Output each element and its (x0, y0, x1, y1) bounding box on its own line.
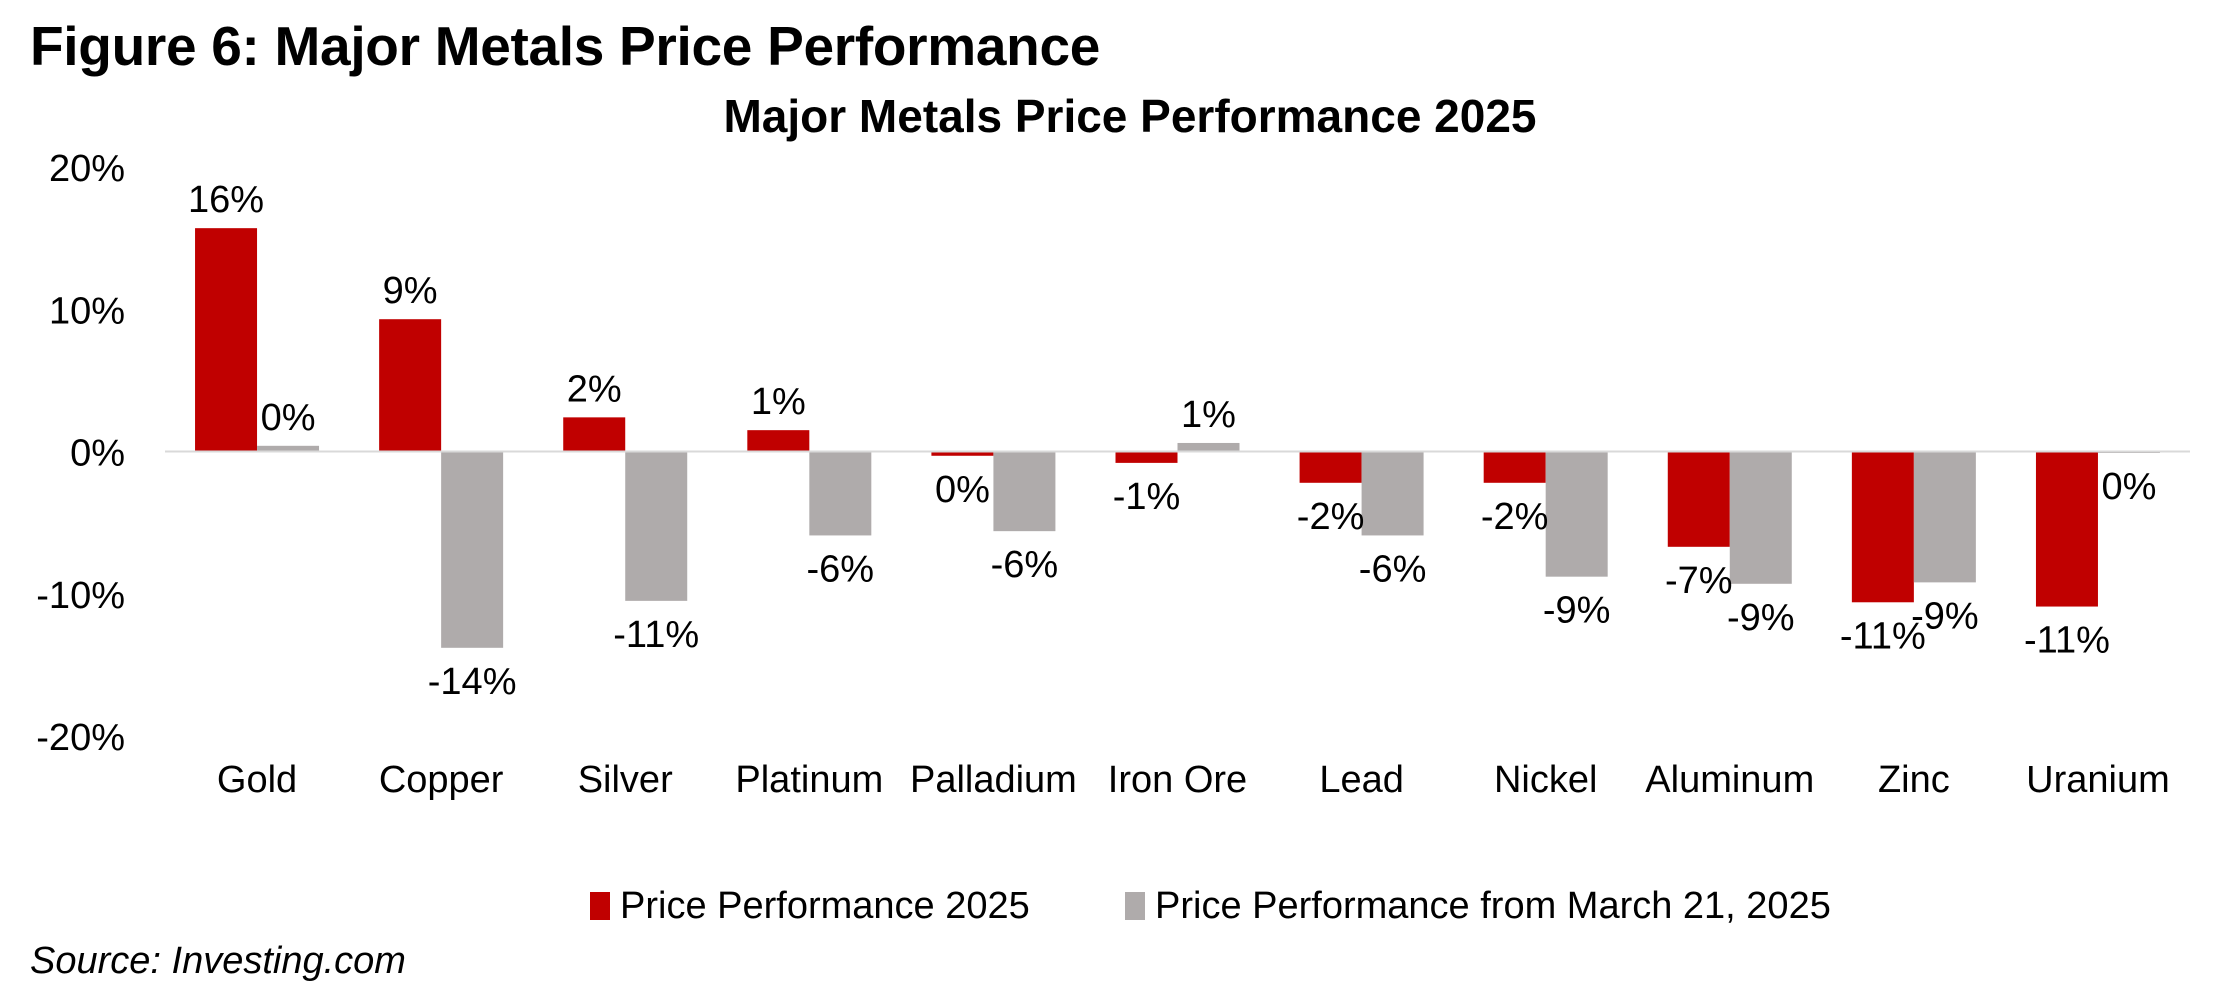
data-label: -11% (1840, 615, 1926, 657)
data-label: 0% (2101, 466, 2156, 508)
bar-platinum-series-1 (747, 430, 810, 452)
bar-lead-series-1 (1299, 451, 1362, 483)
data-label: -7% (1665, 560, 1733, 602)
legend-label: Price Performance from March 21, 2025 (1155, 885, 1831, 927)
data-label: -6% (1359, 548, 1427, 590)
bar-platinum-series-2 (809, 451, 872, 536)
bar-gold-series-1 (195, 228, 258, 452)
legend-swatch (590, 892, 610, 920)
data-label: 0% (935, 469, 990, 511)
bar-palladium-series-2 (993, 451, 1056, 532)
bar-zinc-series-2 (1913, 451, 1976, 583)
x-axis: Gold Copper Silver Platinum Palladium Iron Or… (217, 759, 2170, 801)
bar-lead-series-2 (1361, 451, 1424, 536)
x-tick-label: Nickel (1494, 759, 1597, 801)
x-tick-label: Silver (578, 759, 673, 801)
bar-silver-series-2 (625, 451, 688, 601)
y-tick-label: -20% (36, 717, 125, 759)
x-tick-label: Aluminum (1645, 759, 1814, 801)
data-label: -1% (1113, 476, 1181, 518)
bar-aluminum-series-1 (1667, 451, 1730, 547)
source-note: Source: Investing.com (30, 940, 406, 982)
y-tick-label: 20% (49, 148, 125, 190)
bar-zinc-series-1 (1851, 451, 1914, 603)
bar-aluminum-series-2 (1729, 451, 1792, 584)
legend-item-1: Price Performance 2025 (590, 885, 1030, 927)
y-axis: 20% 10% 0% -10% -20% (36, 148, 125, 759)
data-label: 1% (1181, 394, 1236, 436)
data-label: -14% (428, 661, 517, 703)
bar-silver-series-1 (563, 417, 626, 452)
data-label: -9% (1727, 597, 1795, 639)
bar-gold-series-2 (257, 445, 320, 452)
data-label: -2% (1481, 496, 1549, 538)
data-label: 9% (383, 270, 438, 312)
bars (195, 228, 2160, 648)
data-label: -11% (613, 614, 699, 656)
legend: Price Performance 2025 Price Performance … (590, 885, 1831, 927)
legend-item-2: Price Performance from March 21, 2025 (1125, 885, 1831, 927)
y-tick-label: -10% (36, 575, 125, 617)
data-label: -2% (1297, 496, 1365, 538)
data-label: 2% (567, 368, 622, 410)
x-tick-label: Lead (1319, 759, 1404, 801)
data-label: -6% (807, 548, 875, 590)
data-label: -9% (1543, 590, 1611, 632)
data-label: 0% (261, 397, 316, 439)
x-tick-label: Palladium (910, 759, 1077, 801)
data-label: 1% (751, 381, 806, 423)
data-label: -11% (2024, 620, 2110, 662)
chart-title: Major Metals Price Performance 2025 (723, 90, 1536, 142)
bar-iron-ore-series-2 (1177, 442, 1240, 452)
data-label: -6% (991, 544, 1059, 586)
x-tick-label: Uranium (2026, 759, 2170, 801)
x-tick-label: Gold (217, 759, 297, 801)
bar-uranium-series-1 (2035, 451, 2098, 607)
data-label: -9% (1911, 595, 1979, 637)
bar-iron-ore-series-1 (1115, 451, 1178, 463)
bar-copper-series-1 (379, 319, 442, 452)
bar-nickel-series-2 (1545, 451, 1608, 577)
data-label: 16% (188, 179, 264, 221)
x-tick-label: Copper (379, 759, 504, 801)
x-tick-label: Iron Ore (1108, 759, 1247, 801)
legend-swatch (1125, 892, 1145, 920)
x-tick-label: Zinc (1878, 759, 1950, 801)
bar-nickel-series-1 (1483, 451, 1546, 483)
y-tick-label: 0% (70, 433, 125, 475)
x-tick-label: Platinum (735, 759, 883, 801)
data-labels: 16% 9% 2% 1% 0% -1% -2% -2% -7% -11% -11% 0% -14% -11… (188, 179, 2156, 703)
bar-palladium-series-1 (931, 451, 994, 456)
bar-copper-series-2 (441, 451, 504, 648)
figure-title: Figure 6: Major Metals Price Performance (30, 15, 1101, 77)
legend-label: Price Performance 2025 (620, 885, 1030, 927)
y-tick-label: 10% (49, 290, 125, 332)
